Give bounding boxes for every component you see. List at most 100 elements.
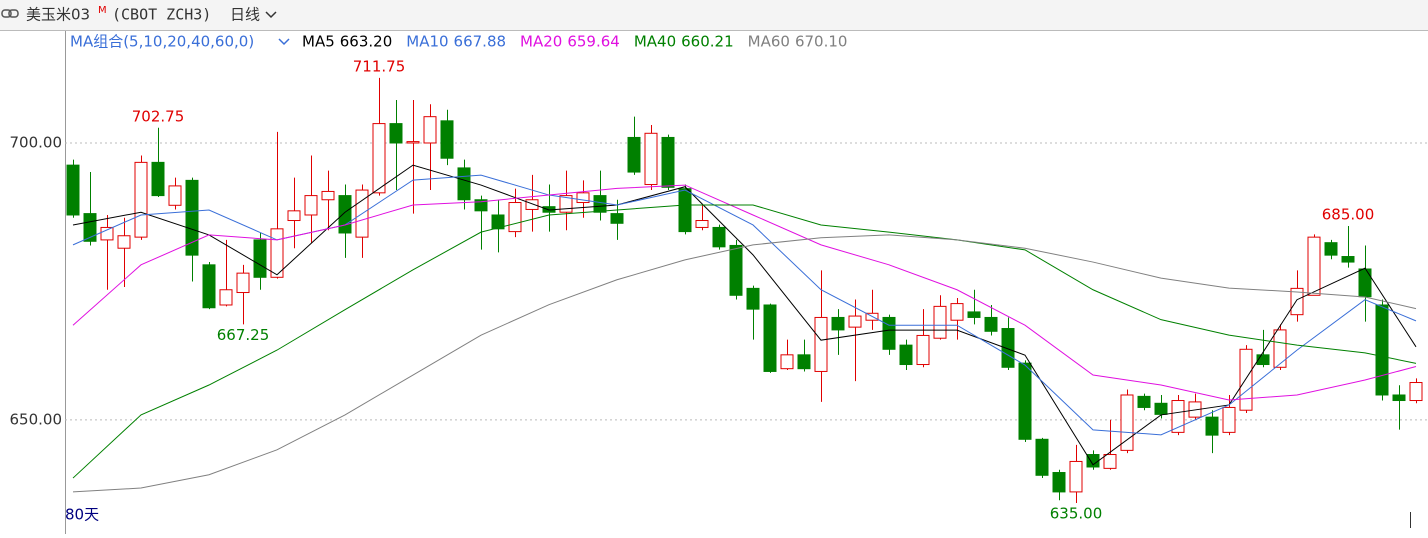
candle-body bbox=[967, 311, 981, 318]
extreme-label: 635.00 bbox=[1050, 504, 1103, 522]
candle-body bbox=[474, 199, 488, 212]
candle-body bbox=[797, 354, 811, 370]
candle-body bbox=[1103, 454, 1117, 469]
candle-body bbox=[729, 244, 743, 296]
candle-body bbox=[219, 289, 233, 306]
candle-body bbox=[627, 136, 641, 173]
candle-body bbox=[253, 239, 267, 278]
code: (CBOT ZCH3) bbox=[112, 6, 211, 24]
candle-body bbox=[1137, 395, 1151, 408]
candle-body bbox=[100, 226, 114, 241]
candle-body bbox=[933, 305, 947, 339]
extreme-label: 667.25 bbox=[217, 326, 270, 344]
period-dropdown[interactable] bbox=[265, 11, 277, 19]
candle-body bbox=[151, 161, 165, 197]
candle-body bbox=[525, 199, 539, 210]
legend-value: 667.88 bbox=[454, 33, 507, 51]
candle-body bbox=[508, 202, 522, 233]
candle-body bbox=[831, 316, 845, 331]
extreme-label: 702.75 bbox=[132, 107, 185, 125]
candle-body bbox=[916, 334, 930, 366]
candle-body bbox=[66, 164, 80, 216]
candle-body bbox=[678, 188, 692, 233]
symbol[interactable]: 美玉米03 bbox=[26, 6, 90, 24]
candle-body bbox=[1290, 287, 1304, 316]
candle-body bbox=[134, 161, 148, 238]
candle-body bbox=[1341, 256, 1355, 263]
ma-line bbox=[72, 184, 1417, 401]
candle-body bbox=[1358, 268, 1372, 298]
toolbar bbox=[0, 0, 1428, 30]
candle-body bbox=[763, 304, 777, 372]
candle-body bbox=[1035, 438, 1049, 476]
y-tick-label: 700.00 bbox=[10, 133, 63, 151]
candle-body bbox=[491, 214, 505, 230]
candle-body bbox=[593, 195, 607, 213]
candle-body bbox=[1018, 362, 1032, 440]
candle-body bbox=[610, 213, 624, 224]
indicator[interactable]: MA组合(5,10,20,40,60,0) bbox=[70, 33, 254, 51]
indicator-dropdown[interactable] bbox=[278, 38, 290, 46]
candle-body bbox=[389, 123, 403, 144]
extreme-label: 685.00 bbox=[1322, 206, 1375, 224]
extreme-label: 711.75 bbox=[353, 57, 406, 75]
period[interactable]: 日线 bbox=[230, 6, 260, 24]
legend-name: MA10 bbox=[406, 33, 448, 51]
candle-body bbox=[1154, 402, 1168, 415]
candle-body bbox=[457, 167, 471, 201]
candle-body bbox=[1273, 329, 1287, 368]
candle-body bbox=[712, 226, 726, 248]
candle-body bbox=[83, 213, 97, 242]
candle-body bbox=[1392, 394, 1406, 402]
candle-body bbox=[185, 179, 199, 256]
flag: M bbox=[98, 5, 107, 16]
legend-value: 659.64 bbox=[567, 33, 620, 51]
candle-body bbox=[814, 316, 828, 372]
candle-body bbox=[576, 192, 590, 204]
candle-body bbox=[117, 235, 131, 249]
ma-line bbox=[72, 164, 1417, 466]
candle-body bbox=[1205, 416, 1219, 436]
candle-body bbox=[287, 210, 301, 222]
candle-body bbox=[644, 132, 658, 186]
candle-body bbox=[1001, 328, 1015, 368]
candle-body bbox=[1052, 472, 1066, 493]
candle-body bbox=[1222, 406, 1236, 433]
ma-line bbox=[72, 174, 1417, 436]
candle-body bbox=[695, 220, 709, 228]
span-label: 80天 bbox=[65, 506, 99, 524]
legend-value: 663.20 bbox=[340, 33, 393, 51]
y-tick-label: 650.00 bbox=[10, 410, 63, 428]
candle-body bbox=[882, 316, 896, 350]
legend-name: MA5 bbox=[302, 33, 335, 51]
candle-body bbox=[1375, 304, 1389, 396]
candle-body bbox=[1256, 354, 1270, 366]
candle-body bbox=[168, 185, 182, 206]
candle-body bbox=[270, 228, 284, 278]
legend-value: 670.10 bbox=[795, 33, 848, 51]
ma-line bbox=[72, 204, 1417, 479]
candle-body bbox=[236, 272, 250, 294]
candle-body bbox=[746, 287, 760, 310]
candle-body bbox=[1409, 382, 1423, 402]
candle-body bbox=[899, 344, 913, 366]
link-icon[interactable] bbox=[1, 9, 19, 18]
legend-name: MA60 bbox=[748, 33, 790, 51]
candle-body bbox=[1307, 236, 1321, 296]
candle-body bbox=[202, 264, 216, 309]
candle-body bbox=[406, 141, 420, 144]
candle-body bbox=[661, 136, 675, 188]
candle-body bbox=[984, 316, 998, 332]
candle-body bbox=[304, 195, 318, 216]
legend-name: MA40 bbox=[634, 33, 676, 51]
candle-body bbox=[321, 190, 335, 201]
candle-body bbox=[1171, 400, 1185, 433]
candle-body bbox=[1239, 348, 1253, 411]
candle-body bbox=[1120, 394, 1134, 451]
candle-body bbox=[372, 123, 386, 194]
candle-body bbox=[848, 315, 862, 328]
ma-line bbox=[72, 234, 1417, 493]
candle-body bbox=[1324, 242, 1338, 256]
candle-body bbox=[950, 303, 964, 321]
